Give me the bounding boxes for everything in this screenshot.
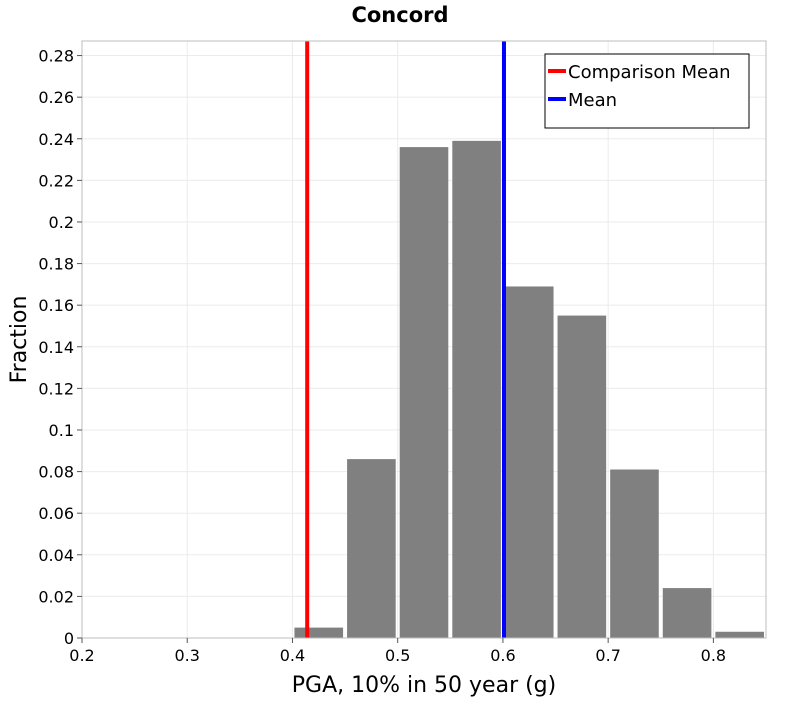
- x-axis-label: PGA, 10% in 50 year (g): [292, 673, 556, 698]
- y-tick-label: 0: [64, 629, 74, 648]
- legend-label: Comparison Mean: [568, 62, 731, 83]
- legend-label: Mean: [568, 90, 617, 111]
- x-tick-label: 0.5: [385, 646, 410, 665]
- chart-title: Concord: [351, 3, 448, 27]
- y-tick-label: 0.22: [38, 171, 74, 190]
- x-tick-label: 0.3: [175, 646, 200, 665]
- y-tick-label: 0.18: [38, 255, 74, 274]
- y-tick-label: 0.02: [38, 587, 74, 606]
- y-tick-label: 0.14: [38, 338, 74, 357]
- x-tick-label: 0.8: [701, 646, 726, 665]
- x-tick-label: 0.7: [595, 646, 620, 665]
- y-tick-label: 0.04: [38, 546, 74, 565]
- y-tick-label: 0.08: [38, 463, 74, 482]
- x-tick-label: 0.6: [490, 646, 515, 665]
- histogram-bar: [452, 140, 501, 639]
- y-tick-label: 0.16: [38, 296, 74, 315]
- axis-ticks: 0.2 0.3 0.4 0.5 0.6 0.7 0.8 0 0.02 0.04 0.06 0.08 0.…: [38, 47, 726, 665]
- y-tick-label: 0.2: [49, 213, 74, 232]
- y-tick-label: 0.26: [38, 88, 74, 107]
- histogram-bar: [504, 286, 554, 638]
- histogram-bar: [399, 147, 449, 639]
- reference-lines: [305, 41, 506, 638]
- legend: Comparison Mean Mean: [544, 53, 750, 129]
- histogram-bar: [294, 627, 344, 638]
- histogram-bar: [662, 588, 712, 638]
- histogram-bars: [294, 140, 764, 639]
- histogram-bar: [610, 469, 659, 638]
- x-tick-label: 0.2: [69, 646, 94, 665]
- y-tick-label: 0.28: [38, 47, 74, 66]
- plot-frame: [81, 40, 767, 639]
- x-tick-label: 0.4: [280, 646, 305, 665]
- y-tick-label: 0.1: [49, 421, 74, 440]
- y-tick-label: 0.06: [38, 504, 74, 523]
- histogram-bar: [557, 315, 607, 638]
- y-tick-label: 0.24: [38, 130, 74, 149]
- histogram-bar: [347, 459, 396, 638]
- y-axis-label: Fraction: [7, 296, 32, 384]
- y-tick-label: 0.12: [38, 379, 74, 398]
- histogram-bar: [715, 631, 764, 638]
- legend-box: [544, 53, 750, 129]
